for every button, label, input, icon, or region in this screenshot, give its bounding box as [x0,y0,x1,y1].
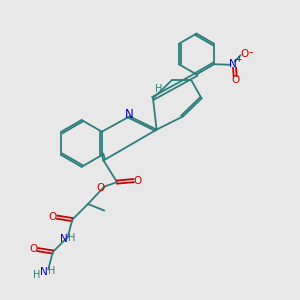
Text: H: H [68,233,76,243]
Text: O: O [240,49,249,59]
Text: H: H [33,269,40,280]
Text: O: O [231,75,239,85]
Text: N: N [60,234,68,244]
Text: N: N [40,267,48,278]
Text: O: O [49,212,57,222]
Text: H: H [155,84,162,94]
Text: -: - [248,46,252,59]
Text: +: + [235,55,242,64]
Text: H: H [48,266,55,276]
Text: N: N [230,58,237,69]
Text: O: O [96,183,104,193]
Text: N: N [124,107,134,121]
Text: O: O [134,176,142,186]
Text: O: O [29,244,38,254]
